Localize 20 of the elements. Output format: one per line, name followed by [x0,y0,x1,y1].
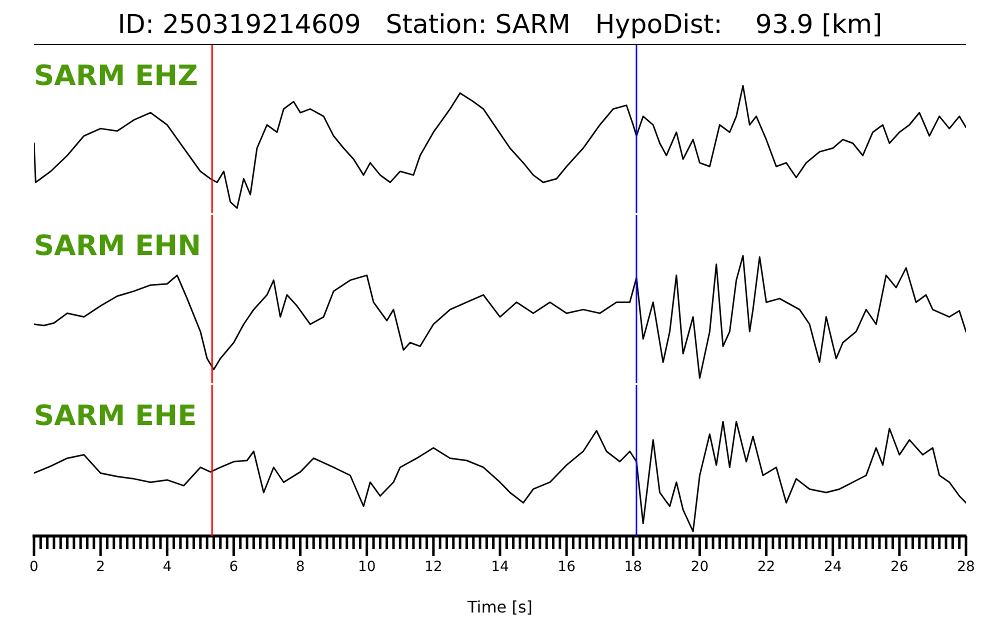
series-label: SARM EHE [34,399,197,432]
x-tick-label: 0 [30,559,38,576]
x-tick-label: 22 [757,559,776,576]
x-tick-label: 8 [296,559,305,576]
x-tick-label: 2 [96,559,106,576]
x-tick-label: 16 [558,559,576,576]
x-axis-title: Time [s] [466,598,533,617]
x-tick-label: 4 [162,559,172,576]
x-tick-label: 12 [424,559,442,576]
x-tick-label: 20 [690,559,709,576]
x-tick-label: 26 [890,559,908,576]
series-label: SARM EHZ [34,59,198,92]
x-tick-label: 24 [824,559,842,576]
x-tick-label: 18 [624,559,642,576]
x-tick-label: 14 [491,559,509,576]
x-tick-label: 28 [957,559,975,576]
chart-title: ID: 250319214609 Station: SARM HypoDist: 93.9 [km] [116,9,884,42]
series-label: SARM EHN [34,229,202,262]
x-tick-label: 10 [358,559,376,576]
x-tick-label: 6 [229,559,238,576]
